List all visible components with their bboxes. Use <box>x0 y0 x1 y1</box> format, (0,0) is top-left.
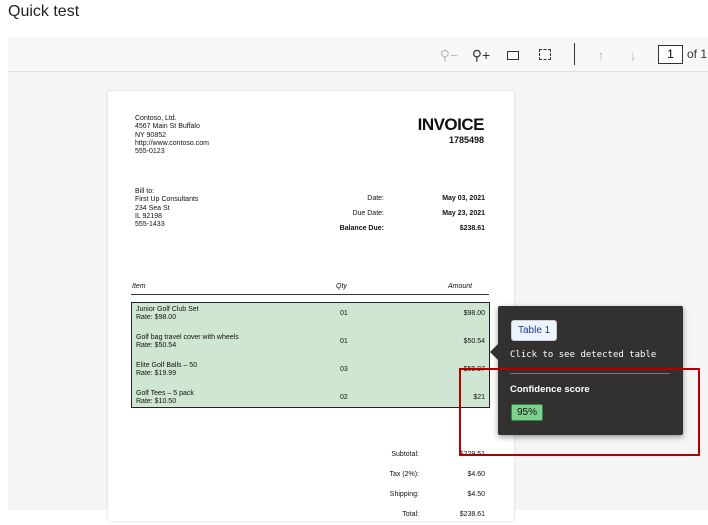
bill-to-address: Bill to: First Up Consultants 234 Sea St… <box>135 188 198 229</box>
item-amount: $21 <box>473 394 485 401</box>
due-date-label: Due Date: <box>352 210 384 217</box>
shipping-label: Shipping: <box>389 491 419 498</box>
meta-values: May 03, 2021 May 23, 2021 $238.61 <box>442 191 485 236</box>
tooltip-divider <box>510 373 670 374</box>
tooltip-hint: Click to see detected table <box>510 350 657 360</box>
fit-width-icon[interactable] <box>503 45 523 65</box>
item-amount: $98.00 <box>463 310 485 317</box>
toolbar-divider <box>574 43 575 65</box>
page-title: Quick test <box>8 3 80 20</box>
header-divider <box>131 294 489 295</box>
shipping-value: $4.50 <box>467 491 485 498</box>
item-rate: Rate: $50.54 <box>136 342 177 349</box>
column-header-qty: Qty <box>336 283 347 290</box>
address-line: 555-0123 <box>135 148 165 156</box>
column-header-amount: Amount <box>448 283 473 290</box>
total-value: $238.61 <box>459 511 485 518</box>
item-qty: 02 <box>340 394 348 401</box>
document-viewer: ⚲− ⚲+ ↑ ↓ 1 of 1 Contoso, Ltd. 4567 Main… <box>8 37 708 521</box>
fit-page-icon[interactable] <box>535 45 555 65</box>
arrow-up-icon[interactable]: ↑ <box>597 47 605 63</box>
item-qty: 01 <box>340 310 348 317</box>
item-name: Elite Golf Balls – 50 <box>136 362 198 369</box>
date-value: May 03, 2021 <box>442 195 485 202</box>
tax-label: Tax (2%): <box>389 471 419 478</box>
address-line: http://www.contoso.com <box>135 139 209 147</box>
item-rate: Rate: $10.50 <box>136 398 177 405</box>
highlight-box <box>459 368 700 456</box>
item-name: Junior Golf Club Set <box>136 306 199 313</box>
page-number-input[interactable]: 1 <box>658 45 683 64</box>
page-total: of 1 <box>687 47 708 61</box>
item-name: Golf bag travel cover with wheels <box>136 334 239 341</box>
address-line: IL 92198 <box>135 212 162 220</box>
invoice-heading: INVOICE <box>417 115 485 134</box>
total-label: Total: <box>402 511 419 518</box>
balance-due-value: $238.61 <box>459 225 485 232</box>
viewer-toolbar: ⚲− ⚲+ ↑ ↓ 1 of 1 <box>8 37 708 72</box>
totals-labels: Subtotal: Tax (2%): Shipping: Total: <box>389 445 419 525</box>
address-line: Contoso, Ltd. <box>135 115 177 122</box>
subtotal-label: Subtotal: <box>391 451 419 458</box>
confidence-badge: 95% <box>511 404 544 421</box>
item-rate: Rate: $19.99 <box>136 370 177 377</box>
date-label: Date: <box>367 195 384 202</box>
detected-table-highlight[interactable]: Junior Golf Club Set Rate: $98.00 01 $98.00… <box>131 302 490 408</box>
invoice-page: Contoso, Ltd. 4567 Main St Buffalo NY 90… <box>108 91 514 521</box>
sender-address: Contoso, Ltd. 4567 Main St Buffalo NY 90… <box>135 115 209 156</box>
meta-labels: Date: Due Date: Balance Due: <box>340 191 384 236</box>
table-row: Junior Golf Club Set Rate: $98.00 01 $98.00 <box>132 306 489 330</box>
due-date-value: May 23, 2021 <box>442 210 485 217</box>
table-row: Golf Tees – 5 pack Rate: $10.50 02 $21 <box>132 390 489 414</box>
item-qty: 01 <box>340 338 348 345</box>
confidence-label: Confidence score <box>510 384 590 395</box>
address-line: First Up Consultants <box>135 196 199 204</box>
item-rate: Rate: $98.00 <box>136 314 177 321</box>
address-line: 555-1433 <box>135 221 165 229</box>
column-header-item: Item <box>132 283 146 290</box>
invoice-number: 1785498 <box>448 135 484 145</box>
detected-table-tooltip: Table 1 Click to see detected table Conf… <box>490 306 683 435</box>
item-amount: $50.54 <box>463 338 485 345</box>
table-row: Elite Golf Balls – 50 Rate: $19.99 03 $59.9… <box>132 362 489 386</box>
address-line: 234 Sea St <box>135 204 170 212</box>
totals-values: $229.51 $4.60 $4.50 $238.61 <box>460 445 485 525</box>
address-line: 4567 Main St Buffalo <box>135 123 200 131</box>
zoom-out-icon[interactable]: ⚲− <box>439 47 459 63</box>
address-line: Bill to: <box>135 188 155 195</box>
item-name: Golf Tees – 5 pack <box>136 390 194 397</box>
balance-due-label: Balance Due: <box>339 225 384 232</box>
table-row: Golf bag travel cover with wheels Rate: $… <box>132 334 489 358</box>
address-line: NY 90852 <box>135 131 167 139</box>
tax-value: $4.60 <box>467 471 485 478</box>
item-qty: 03 <box>340 366 348 373</box>
arrow-down-icon[interactable]: ↓ <box>629 47 637 63</box>
table-chip-button[interactable]: Table 1 <box>511 320 558 341</box>
zoom-in-icon[interactable]: ⚲+ <box>471 47 491 63</box>
